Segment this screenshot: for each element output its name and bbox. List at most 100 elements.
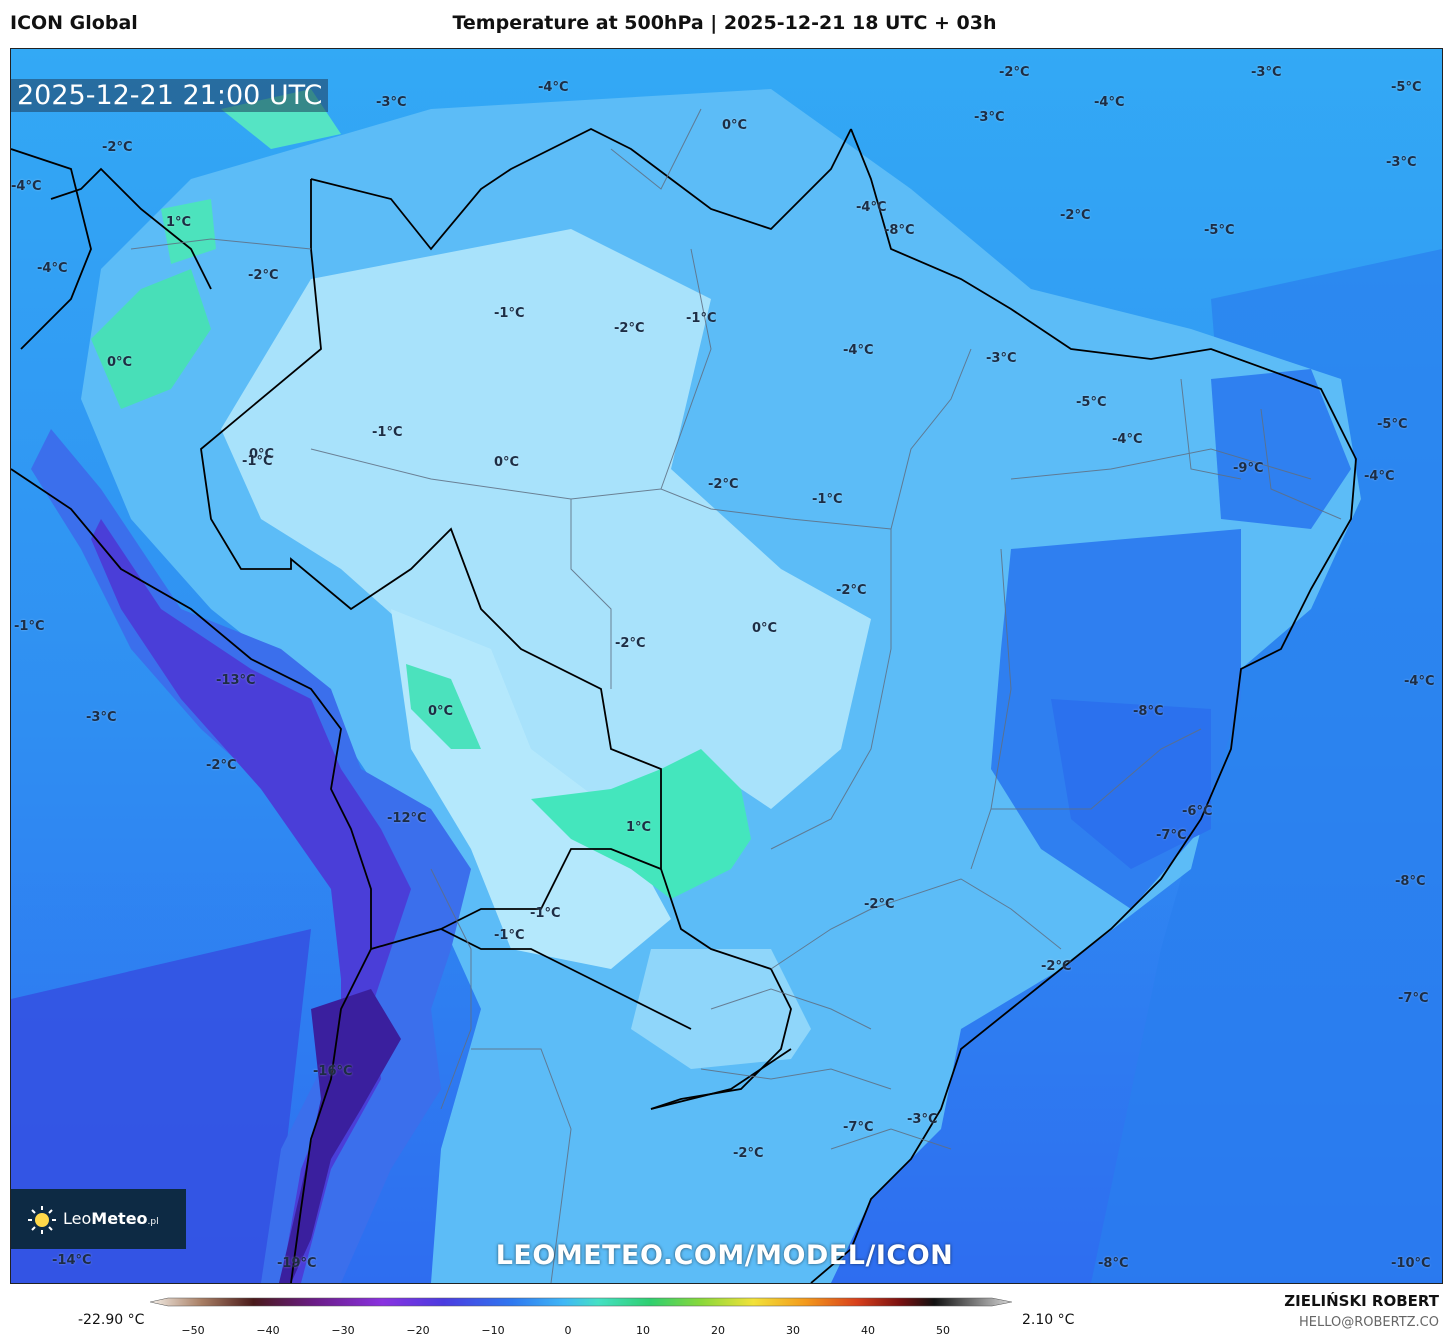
temperature-label: -8°C (1133, 704, 1164, 719)
temperature-label: -3°C (376, 95, 407, 110)
interior-light-field (221, 229, 871, 869)
state-borders (130, 108, 1342, 1283)
logo-wordmark: LeoMeteo.pl (63, 1209, 159, 1228)
legend-tick-label: 40 (861, 1324, 875, 1337)
temperature-label: -5°C (1204, 223, 1235, 238)
logo-suffix: .pl (147, 1217, 159, 1227)
temperature-label: -4°C (1364, 469, 1395, 484)
legend-tick-label: −30 (331, 1324, 355, 1337)
temperature-label: -12°C (387, 811, 427, 826)
logo-bold: Meteo (91, 1209, 148, 1228)
legend-tick-label: 0 (564, 1324, 572, 1337)
temperature-label: -4°C (1094, 95, 1125, 110)
central-light-field (391, 609, 671, 969)
legend-max-label: 2.10 °C (1022, 1312, 1075, 1328)
temperature-label: -8°C (1098, 1256, 1129, 1271)
temperature-label: -4°C (843, 343, 874, 358)
temperature-label: -3°C (1251, 65, 1282, 80)
header: ICON Global Temperature at 500hPa | 2025… (0, 0, 1449, 48)
temperature-label: -1°C (372, 425, 403, 440)
temperature-label: 1°C (166, 215, 192, 230)
temperature-map[interactable]: -4°C -3°C -2°C -3°C -5°C -4°C -2°C -3°C -4°C -3°C… (10, 48, 1443, 1284)
leometeo-logo[interactable]: LeoMeteo.pl (11, 1189, 186, 1249)
legend-tick-label: −40 (256, 1324, 280, 1337)
temperature-label: -10°C (1391, 1256, 1431, 1271)
temperature-label: -3°C (974, 110, 1005, 125)
temperature-label: -4°C (538, 80, 569, 95)
temperature-label: -9°C (1233, 461, 1264, 476)
legend-tick-label: 20 (711, 1324, 725, 1337)
temperature-label: -5°C (1076, 395, 1107, 410)
southeast-cold-field (1051, 699, 1211, 869)
warm-blob-bolivia (406, 664, 481, 749)
temperature-label: -1°C (494, 928, 525, 943)
temperature-label: -3°C (1386, 155, 1417, 170)
temperature-label: -1°C (686, 311, 717, 326)
sun-icon (28, 1206, 56, 1234)
temperature-label: -2°C (864, 897, 895, 912)
temperature-label: -5°C (1377, 417, 1408, 432)
southcentral-light-field (631, 949, 811, 1069)
temperature-label: -2°C (102, 140, 133, 155)
temperature-label: -1°C (812, 492, 843, 507)
map-title: Temperature at 500hPa | 2025-12-21 18 UT… (452, 12, 997, 34)
temperature-label: -2°C (615, 636, 646, 651)
legend-tick-label: −10 (481, 1324, 505, 1337)
temperature-label: -8°C (1395, 874, 1426, 889)
temperature-label: -3°C (986, 351, 1017, 366)
temperature-label: -13°C (216, 673, 256, 688)
temperature-label: 0°C (494, 455, 520, 470)
temperature-label: -2°C (733, 1146, 764, 1161)
andes-very-cold-band (91, 519, 411, 1283)
temperature-label: -7°C (1398, 991, 1429, 1006)
temperature-label: -1°C (494, 306, 525, 321)
temperature-label: 0°C (249, 447, 275, 462)
valid-time-badge: 2025-12-21 21:00 UTC (11, 79, 329, 112)
temperature-label: -2°C (1060, 208, 1091, 223)
watermark-url: LEOMETEO.COM/MODEL/ICON (495, 1240, 954, 1271)
temperature-label: -2°C (836, 583, 867, 598)
color-legend: -22.90 °C (0, 1288, 1449, 1338)
temperature-label: -8°C (884, 223, 915, 238)
legend-tick-label: 50 (936, 1324, 950, 1337)
author-name: ZIELIŃSKI ROBERT (1284, 1292, 1439, 1310)
map-canvas (11, 49, 1442, 1283)
temperature-label: -2°C (248, 268, 279, 283)
temperature-label: -2°C (614, 321, 645, 336)
temperature-label: -1°C (530, 906, 561, 921)
temperature-label: -4°C (1112, 432, 1143, 447)
temperature-label: -2°C (708, 477, 739, 492)
temperature-label: -6°C (1182, 804, 1213, 819)
logo-prefix: Leo (63, 1209, 92, 1228)
temperature-label: 0°C (722, 118, 748, 133)
temperature-label: -2°C (1041, 959, 1072, 974)
legend-colorbar (150, 1297, 1012, 1307)
temperature-label: 0°C (752, 621, 778, 636)
temperature-label: -7°C (1156, 828, 1187, 843)
legend-min-label: -22.90 °C (78, 1312, 145, 1328)
temperature-label: -7°C (843, 1120, 874, 1135)
temperature-label: -3°C (907, 1112, 938, 1127)
author-contact: HELLO@ROBERTZ.CO (1298, 1315, 1439, 1330)
warm-blob-south (531, 749, 751, 899)
northeast-cold-field (1211, 369, 1351, 529)
country-borders (11, 127, 1357, 1283)
legend-tick-label: 10 (636, 1324, 650, 1337)
legend-tick-label: 30 (786, 1324, 800, 1337)
andes-coldest-core (279, 989, 401, 1283)
temperature-label: 1°C (626, 820, 652, 835)
temperature-label: -14°C (52, 1253, 92, 1268)
legend-tick-label: −50 (181, 1324, 205, 1337)
warm-blob-north-west (91, 269, 211, 409)
temperature-label: 0°C (107, 355, 133, 370)
warm-blob-colombia (161, 199, 216, 264)
temperature-label: -2°C (999, 65, 1030, 80)
temperature-label: -1°C (242, 454, 273, 469)
temperature-label: -4°C (1404, 674, 1435, 689)
temperature-label: -3°C (86, 710, 117, 725)
temperature-label: -19°C (277, 1256, 317, 1271)
temperature-label: -4°C (856, 200, 887, 215)
temperature-label: -1°C (14, 619, 45, 634)
legend-tick-label: −20 (406, 1324, 430, 1337)
temperature-label: -4°C (37, 261, 68, 276)
